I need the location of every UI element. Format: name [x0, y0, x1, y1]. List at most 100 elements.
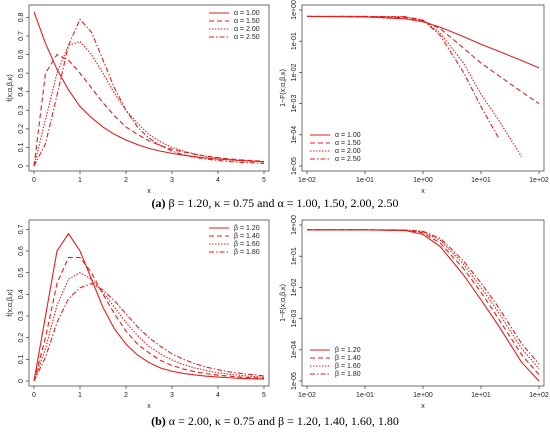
- x-tick-label: 1e-02: [298, 392, 316, 399]
- y-tick-label: 0: [18, 379, 25, 383]
- legend: α = 1.00α = 1.50α = 2.00α = 2.50: [205, 7, 267, 45]
- series-line: [33, 282, 265, 382]
- y-tick-label: 1e+00: [291, 215, 298, 235]
- x-tick-label: 4: [216, 177, 220, 184]
- y-tick-label: 1e-03: [291, 310, 298, 328]
- series-line: [33, 40, 265, 167]
- y-tick-label: 1e-03: [291, 95, 298, 113]
- y-tick-label: 0: [18, 164, 25, 168]
- chart: 1e-02 1e-01 1e+00 1e+01 1e+02 1e-05 1e-04 1e-03…: [280, 215, 549, 410]
- caption-text: β = 1.20, κ = 0.75 and α = 1.00, 1.50, 2…: [165, 196, 398, 210]
- legend-label: β = 1.60: [335, 363, 361, 370]
- y-axis-label: f(x;α,β,κ): [7, 74, 14, 102]
- y-tick-label: 0.1: [18, 142, 25, 152]
- y-tick-label: 0.3: [18, 311, 25, 321]
- legend-label: β = 1.60: [234, 241, 260, 248]
- x-tick-label: 1e-01: [356, 392, 374, 399]
- caption-label: (a): [151, 196, 165, 210]
- caption: (b) α = 2.00, κ = 0.75 and β = 1.20, 1.4…: [151, 414, 399, 428]
- x-tick-label: 5: [262, 392, 266, 399]
- series-line: [33, 11, 265, 163]
- x-axis-label: x: [147, 188, 151, 195]
- x-tick-label: 0: [32, 177, 36, 184]
- series-line: [307, 15, 523, 157]
- x-tick-label: 1: [78, 392, 82, 399]
- y-tick-label: 0.7: [18, 224, 25, 234]
- y-tick-label: 1e-04: [291, 341, 298, 359]
- y-tick-label: 1e-04: [291, 126, 298, 144]
- series-line: [33, 18, 265, 167]
- x-tick-label: 1e+00: [413, 177, 433, 184]
- x-tick-label: 2: [124, 177, 128, 184]
- series-line: [306, 15, 540, 69]
- legend-label: β = 1.20: [335, 347, 361, 354]
- series-line: [33, 256, 265, 382]
- y-tick-label: 0.8: [18, 12, 25, 22]
- x-tick-label: 3: [170, 392, 174, 399]
- x-tick-label: 0: [32, 392, 36, 399]
- y-tick-label: 1e-01: [291, 247, 298, 265]
- legend-label: α = 1.50: [234, 18, 260, 25]
- legend-label: α = 1.00: [335, 132, 361, 139]
- legend-label: α = 2.50: [335, 156, 361, 163]
- x-tick-label: 1e+01: [471, 392, 491, 399]
- y-tick-label: 1e-05: [291, 372, 298, 390]
- series-line: [33, 272, 265, 382]
- x-tick-label: 2: [124, 392, 128, 399]
- y-tick-label: 0.4: [18, 289, 25, 299]
- y-axis-label: 1−F(x;α,β,κ): [280, 69, 287, 107]
- x-tick-label: 3: [170, 177, 174, 184]
- legend-label: β = 1.40: [335, 355, 361, 362]
- legend-label: β = 1.40: [234, 233, 260, 240]
- y-tick-label: 0.2: [18, 124, 25, 134]
- y-tick-label: 0.1: [18, 354, 25, 364]
- series-line: [33, 232, 265, 382]
- plot-frame: [28, 4, 270, 172]
- y-tick-label: 1e-02: [291, 278, 298, 296]
- x-axis-label: x: [421, 403, 425, 410]
- series-line: [307, 229, 540, 365]
- x-axis-label: x: [147, 403, 151, 410]
- y-tick-label: 0.2: [18, 333, 25, 343]
- x-tick-label: 1e+01: [471, 177, 491, 184]
- x-tick-label: 1e+00: [413, 392, 433, 399]
- x-tick-label: 1e+02: [529, 392, 549, 399]
- y-tick-label: 1e+00: [291, 0, 298, 20]
- x-tick-label: 5: [262, 177, 266, 184]
- y-tick-label: 0.7: [18, 31, 25, 41]
- y-tick-label: 0.4: [18, 87, 25, 97]
- x-tick-label: 1e-02: [298, 177, 316, 184]
- y-tick-label: 0.6: [18, 50, 25, 60]
- y-axis-label: f(x;α,β,κ): [7, 289, 14, 317]
- y-tick-label: 0.3: [18, 105, 25, 115]
- legend-label: α = 2.50: [234, 34, 260, 41]
- chart: 1e-02 1e-01 1e+00 1e+01 1e+02 1e-05 1e-04 1e-03…: [280, 0, 549, 195]
- legend: α = 1.00α = 1.50α = 2.00α = 2.50: [306, 129, 368, 167]
- series-line: [307, 15, 540, 105]
- y-tick-label: 1e-01: [291, 32, 298, 50]
- legend: β = 1.20β = 1.40β = 1.60β = 1.80: [205, 222, 267, 260]
- y-tick-label: 1e-05: [291, 157, 298, 175]
- legend-label: α = 1.00: [234, 10, 260, 17]
- y-axis-label: 1−F(x;α,β,κ): [280, 284, 287, 322]
- series-line: [307, 15, 499, 139]
- x-tick-label: 1e-01: [356, 177, 374, 184]
- legend-label: β = 1.20: [234, 225, 260, 232]
- chart: 0 1 2 3 4 5 0 0.1 0.2 0.3 0.4 0.5 0.6 0.7 0.8 x f(x;α,β,…: [7, 4, 270, 195]
- legend-label: β = 1.80: [335, 371, 361, 378]
- y-tick-label: 0.5: [18, 268, 25, 278]
- y-tick-label: 0.5: [18, 68, 25, 78]
- x-axis-label: x: [421, 188, 425, 195]
- x-tick-label: 1: [78, 177, 82, 184]
- caption: (a) β = 1.20, κ = 0.75 and α = 1.00, 1.5…: [151, 196, 398, 210]
- x-tick-label: 4: [216, 392, 220, 399]
- legend-label: α = 1.50: [335, 140, 361, 147]
- plot-frame: [28, 219, 270, 387]
- y-tick-label: 0.6: [18, 246, 25, 256]
- y-tick-label: 1e-02: [291, 63, 298, 81]
- caption-text: α = 2.00, κ = 0.75 and β = 1.20, 1.40, 1…: [166, 414, 399, 428]
- series-line: [307, 229, 540, 375]
- x-tick-label: 1e+02: [529, 177, 549, 184]
- legend: β = 1.20β = 1.40β = 1.60β = 1.80: [306, 344, 368, 382]
